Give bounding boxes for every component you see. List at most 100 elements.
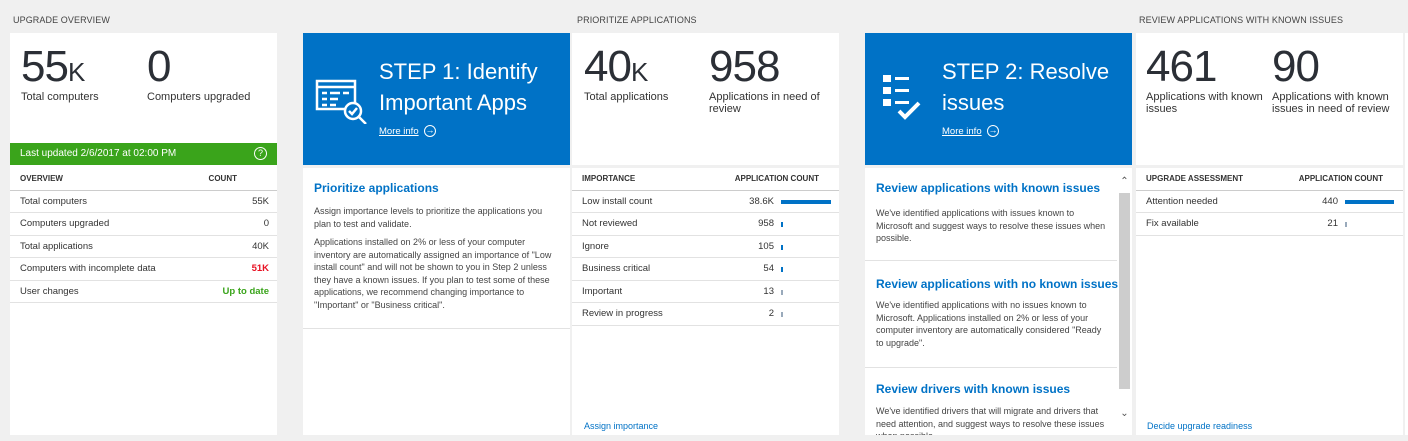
row-value: 40K bbox=[252, 240, 269, 252]
row-count: 38.6K bbox=[749, 195, 774, 207]
count-bar bbox=[781, 199, 831, 204]
kpi-unit: K bbox=[67, 57, 86, 87]
importance-table: IMPORTANCE APPLICATION COUNT Low install c… bbox=[572, 168, 839, 326]
upgrade-overview-tile[interactable] bbox=[10, 33, 277, 435]
resolve-issues-panel: ⌃ ⌄ bbox=[865, 168, 1132, 435]
row-label: Review in progress bbox=[582, 308, 663, 319]
step2-tile[interactable]: STEP 2: Resolve issues More info → bbox=[865, 33, 1132, 165]
table-row[interactable]: Low install count 38.6K bbox=[572, 191, 839, 213]
count-bar bbox=[1345, 199, 1394, 204]
count-bar bbox=[781, 289, 783, 295]
kpi-label: Applications with known issues in need o… bbox=[1272, 91, 1390, 115]
resolve-item-text: We've identified drivers that will migra… bbox=[876, 406, 1105, 435]
overview-table: OVERVIEW COUNT Total computers 55K Computers… bbox=[10, 168, 277, 303]
row-count: 21 bbox=[1327, 218, 1338, 229]
scroll-down-icon[interactable]: ⌄ bbox=[1120, 408, 1129, 419]
count-bar bbox=[781, 244, 783, 250]
table-row[interactable]: Business critical 54 bbox=[572, 258, 839, 281]
row-label: Important bbox=[582, 285, 623, 297]
table-row[interactable]: Attention needed 440 bbox=[1136, 191, 1403, 213]
prioritize-info-panel bbox=[303, 168, 570, 435]
row-count: 54 bbox=[763, 263, 774, 274]
row-count: 958 bbox=[758, 218, 774, 229]
table-row[interactable]: Ignore 105 bbox=[572, 236, 839, 258]
more-info-link[interactable]: More info bbox=[942, 126, 982, 137]
column-header: COUNT bbox=[208, 174, 237, 183]
last-updated-bar: Last updated 2/6/2017 at 02:00 PM? bbox=[10, 143, 277, 165]
last-updated-text: Last updated 2/6/2017 at 02:00 PM bbox=[20, 148, 177, 159]
help-icon[interactable]: ? bbox=[254, 147, 267, 160]
scroll-up-icon[interactable]: ⌃ bbox=[1120, 176, 1129, 187]
step1-tile[interactable]: STEP 1: Identify Important Apps More inf… bbox=[303, 33, 570, 165]
column-header: OVERVIEW bbox=[20, 174, 63, 183]
kpi-label: Computers upgraded bbox=[147, 91, 251, 103]
prioritize-applications-tile[interactable] bbox=[572, 33, 839, 435]
decide-upgrade-readiness-link[interactable]: Decide upgrade readiness bbox=[1147, 421, 1253, 431]
row-label: Total applications bbox=[20, 240, 93, 252]
scrollbar[interactable]: ⌃ ⌄ bbox=[1117, 168, 1132, 435]
row-value: 0 bbox=[263, 218, 269, 229]
arrow-right-icon[interactable]: → bbox=[424, 125, 436, 137]
row-label: Ignore bbox=[582, 240, 609, 252]
more-info-link[interactable]: More info bbox=[379, 126, 419, 137]
kpi-value: 40 bbox=[584, 42, 632, 91]
next-tile-edge[interactable] bbox=[1405, 33, 1408, 435]
kpi-label: Applications in need of review bbox=[709, 91, 820, 115]
table-header: OVERVIEW COUNT bbox=[10, 168, 277, 191]
assign-importance-link[interactable]: Assign importance bbox=[584, 421, 659, 431]
scrollbar-thumb[interactable] bbox=[1119, 193, 1130, 389]
resolve-item-heading[interactable]: Review applications with no known issues bbox=[876, 277, 1119, 291]
kpi-label: Total computers bbox=[21, 91, 99, 103]
row-count: 2 bbox=[768, 308, 774, 319]
section-title: UPGRADE OVERVIEW bbox=[13, 15, 110, 25]
app-search-icon bbox=[315, 79, 367, 124]
table-row[interactable]: Total computers 55K bbox=[10, 191, 277, 213]
kpi-unit: K bbox=[630, 57, 649, 87]
column-header: UPGRADE ASSESSMENT bbox=[1146, 174, 1244, 183]
table-row[interactable]: Computers upgraded 0 bbox=[10, 213, 277, 236]
kpi-value: 55 bbox=[21, 42, 69, 91]
upgrade-assessment-table: UPGRADE ASSESSMENT APPLICATION COUNT Atten… bbox=[1136, 168, 1403, 236]
kpi-total-computers: 55K bbox=[21, 45, 86, 89]
known-issues-tile[interactable] bbox=[1136, 33, 1403, 435]
column-header: APPLICATION COUNT bbox=[1298, 174, 1383, 183]
kpi-total-applications: 40K bbox=[584, 45, 649, 89]
table-row[interactable]: Not reviewed 958 bbox=[572, 213, 839, 236]
row-count: 440 bbox=[1322, 195, 1338, 207]
prioritize-text: Applications installed on 2% or less of … bbox=[314, 237, 552, 310]
row-value: 55K bbox=[252, 195, 269, 207]
table-header: UPGRADE ASSESSMENT APPLICATION COUNT bbox=[1136, 168, 1403, 191]
row-label: Attention needed bbox=[1146, 195, 1218, 207]
table-row[interactable]: Computers with incomplete data 51K bbox=[10, 258, 277, 281]
kpi-known-issues-need-review: 90 bbox=[1272, 42, 1320, 91]
row-count: 105 bbox=[758, 240, 774, 252]
table-row[interactable]: Total applications 40K bbox=[10, 236, 277, 258]
table-row[interactable]: User changes Up to date bbox=[10, 281, 277, 303]
section-title: PRIORITIZE APPLICATIONS bbox=[577, 15, 697, 25]
row-label: Not reviewed bbox=[582, 218, 638, 229]
resolve-item-text: We've identified applications with no is… bbox=[876, 300, 1102, 348]
step2-title: STEP 2: Resolve issues bbox=[942, 59, 1110, 115]
row-label: Low install count bbox=[582, 195, 653, 207]
resolve-item-heading[interactable]: Review drivers with known issues bbox=[876, 382, 1071, 396]
row-label: Computers upgraded bbox=[20, 218, 110, 229]
count-bar bbox=[781, 267, 783, 272]
kpi-apps-need-review: 958 bbox=[709, 42, 780, 91]
column-header: APPLICATION COUNT bbox=[734, 174, 819, 183]
resolve-item-clip: We've identified drivers that will migra… bbox=[865, 400, 1117, 435]
count-bar bbox=[1345, 222, 1347, 227]
kpi-label: Total applications bbox=[584, 91, 669, 103]
arrow-right-icon[interactable]: → bbox=[987, 125, 999, 137]
table-row[interactable]: Important 13 bbox=[572, 281, 839, 303]
prioritize-heading[interactable]: Prioritize applications bbox=[314, 181, 439, 195]
table-row[interactable]: Review in progress 2 bbox=[572, 303, 839, 326]
resolve-item-heading[interactable]: Review applications with known issues bbox=[876, 181, 1101, 195]
row-label: Business critical bbox=[582, 263, 651, 274]
row-value: Up to date bbox=[222, 285, 269, 297]
row-label: Total computers bbox=[20, 195, 88, 207]
table-row[interactable]: Fix available 21 bbox=[1136, 213, 1403, 236]
section-title: REVIEW APPLICATIONS WITH KNOWN ISSUES bbox=[1139, 15, 1344, 25]
column-header: IMPORTANCE bbox=[582, 174, 636, 183]
resolve-item-text: We've identified applications with issue… bbox=[876, 208, 1106, 243]
step1-title: STEP 1: Identify Important Apps bbox=[379, 59, 538, 115]
